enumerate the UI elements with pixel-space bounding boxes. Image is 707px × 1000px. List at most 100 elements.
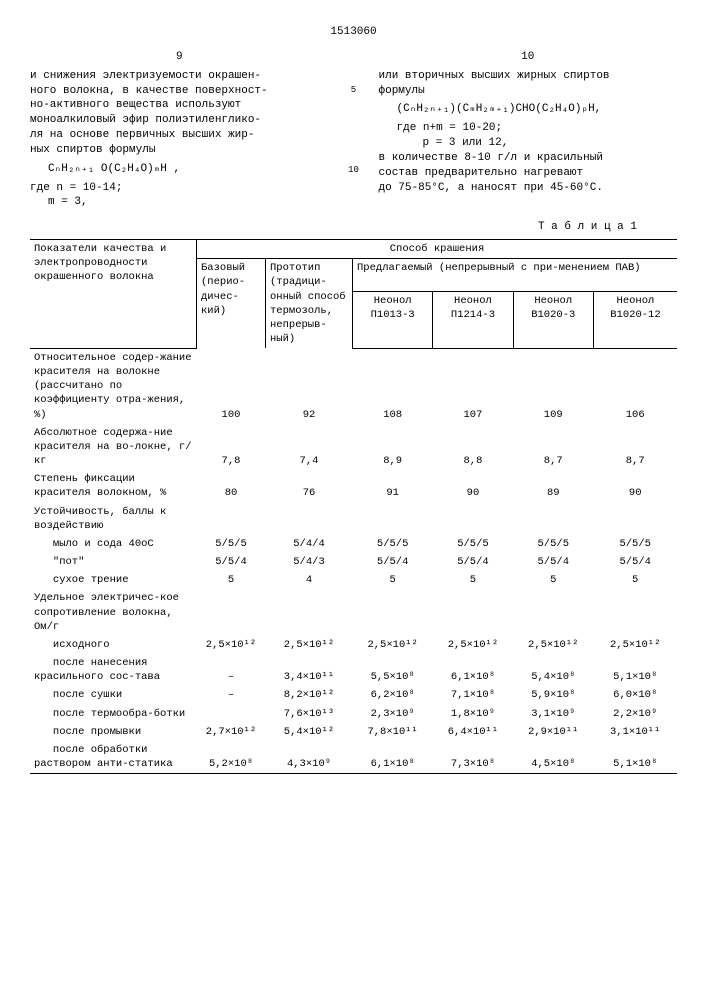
value-cell: 7,3×10⁸ bbox=[433, 741, 513, 774]
value-cell: 8,8 bbox=[433, 424, 513, 471]
value-cell: 5/5/4 bbox=[513, 553, 593, 571]
left-col-number: 9 bbox=[30, 50, 329, 65]
value-cell: 5/5/4 bbox=[433, 553, 513, 571]
value-cell bbox=[197, 503, 266, 535]
value-cell: 106 bbox=[593, 348, 677, 423]
value-cell: 5 bbox=[197, 571, 266, 589]
value-cell: 4,3×10⁹ bbox=[266, 741, 353, 774]
line-marker-10: 10 bbox=[348, 164, 359, 176]
header-proto: Прототип (традици-онный способ термозоль… bbox=[266, 259, 353, 349]
header-method: Способ крашения bbox=[197, 240, 678, 259]
text-line: состав предварительно нагревают bbox=[379, 166, 678, 181]
value-cell: 5 bbox=[433, 571, 513, 589]
value-cell: 2,5×10¹² bbox=[266, 636, 353, 654]
document-number: 1513060 bbox=[30, 25, 677, 40]
value-cell: 91 bbox=[353, 470, 433, 502]
value-cell: 6,1×10⁸ bbox=[353, 741, 433, 774]
value-cell: 5/5/5 bbox=[433, 535, 513, 553]
value-cell bbox=[513, 589, 593, 636]
value-cell: 5/5/5 bbox=[353, 535, 433, 553]
param-cell: мыло и сода 40оС bbox=[30, 535, 197, 553]
header-neonol-3: Неонол В1020-3 bbox=[513, 291, 593, 348]
text-line: до 75-85°C, а наносят при 45-60°C. bbox=[379, 181, 678, 196]
value-cell: 3,1×10⁹ bbox=[513, 705, 593, 723]
value-cell: 7,4 bbox=[266, 424, 353, 471]
value-cell: 80 bbox=[197, 470, 266, 502]
value-cell: 108 bbox=[353, 348, 433, 423]
value-cell: 5/5/5 bbox=[513, 535, 593, 553]
value-cell: 5,4×10¹² bbox=[266, 723, 353, 741]
param-cell: Удельное электричес-кое сопротивление во… bbox=[30, 589, 197, 636]
param-cell: сухое трение bbox=[30, 571, 197, 589]
value-cell: 5 bbox=[593, 571, 677, 589]
value-cell: 6,0×10⁸ bbox=[593, 686, 677, 704]
value-cell: 2,2×10⁹ bbox=[593, 705, 677, 723]
value-cell: 2,5×10¹² bbox=[433, 636, 513, 654]
value-cell: 7,1×10⁸ bbox=[433, 686, 513, 704]
value-cell: 2,3×10⁹ bbox=[353, 705, 433, 723]
value-cell bbox=[266, 589, 353, 636]
value-cell bbox=[593, 503, 677, 535]
right-col-number: 10 bbox=[379, 50, 678, 65]
value-cell: 2,5×10¹² bbox=[353, 636, 433, 654]
value-cell: 3,4×10¹¹ bbox=[266, 654, 353, 686]
value-cell: 5/5/4 bbox=[197, 553, 266, 571]
value-cell bbox=[266, 503, 353, 535]
value-cell: 4 bbox=[266, 571, 353, 589]
value-cell: 5/5/5 bbox=[593, 535, 677, 553]
value-cell bbox=[353, 503, 433, 535]
param-cell: Абсолютное содержа-ние красителя на во-л… bbox=[30, 424, 197, 471]
where-line: где n = 10-14; bbox=[30, 181, 329, 196]
value-cell: 5,5×10⁸ bbox=[353, 654, 433, 686]
param-cell: после термообра-ботки bbox=[30, 705, 197, 723]
value-cell: 5 bbox=[513, 571, 593, 589]
value-cell: 8,9 bbox=[353, 424, 433, 471]
value-cell: 7,8 bbox=[197, 424, 266, 471]
value-cell: 2,5×10¹² bbox=[593, 636, 677, 654]
value-cell: 5,1×10⁸ bbox=[593, 741, 677, 774]
header-neonol-1: Неонол П1013-3 bbox=[353, 291, 433, 348]
text-line: ного волокна, в качестве поверхност- bbox=[30, 84, 329, 99]
text-line: ля на основе первичных высших жир- bbox=[30, 128, 329, 143]
line-markers: 5 10 bbox=[347, 50, 361, 210]
value-cell bbox=[197, 705, 266, 723]
param-cell: "пот" bbox=[30, 553, 197, 571]
value-cell bbox=[353, 589, 433, 636]
value-cell: 76 bbox=[266, 470, 353, 502]
value-cell: 2,5×10¹² bbox=[197, 636, 266, 654]
value-cell: 5,1×10⁸ bbox=[593, 654, 677, 686]
value-cell: – bbox=[197, 686, 266, 704]
value-cell bbox=[593, 589, 677, 636]
where-line: m = 3, bbox=[48, 195, 329, 210]
header-neonol-2: Неонол П1214-3 bbox=[433, 291, 513, 348]
text-line: ных спиртов формулы bbox=[30, 143, 329, 158]
value-cell: 2,5×10¹² bbox=[513, 636, 593, 654]
value-cell: 2,7×10¹² bbox=[197, 723, 266, 741]
left-column: 9 и снижения электризуемости окрашен- но… bbox=[30, 50, 329, 210]
value-cell: 8,7 bbox=[593, 424, 677, 471]
value-cell: 7,8×10¹¹ bbox=[353, 723, 433, 741]
value-cell: 5,9×10⁸ bbox=[513, 686, 593, 704]
value-cell: 7,6×10¹³ bbox=[266, 705, 353, 723]
where-line: p = 3 или 12, bbox=[423, 136, 678, 151]
text-line: и снижения электризуемости окрашен- bbox=[30, 69, 329, 84]
line-marker-5: 5 bbox=[351, 84, 356, 96]
header-base: Базовый (перио-дичес-кий) bbox=[197, 259, 266, 349]
param-cell: Устойчивость, баллы к воздействию bbox=[30, 503, 197, 535]
value-cell: 90 bbox=[593, 470, 677, 502]
header-proposed: Предлагаемый (непрерывный с при-менением… bbox=[353, 259, 678, 292]
header-neonol-4: Неонол В1020-12 bbox=[593, 291, 677, 348]
table-caption: Т а б л и ц а 1 bbox=[30, 220, 637, 235]
value-cell: 1,8×10⁹ bbox=[433, 705, 513, 723]
value-cell: 107 bbox=[433, 348, 513, 423]
value-cell: 6,1×10⁸ bbox=[433, 654, 513, 686]
value-cell: 109 bbox=[513, 348, 593, 423]
value-cell bbox=[433, 503, 513, 535]
formula-left: CₙH₂ₙ₊₁ O(C₂H₄O)ₘH , bbox=[48, 162, 329, 177]
value-cell: 8,2×10¹² bbox=[266, 686, 353, 704]
text-line: моноалкиловый эфир полиэтиленглико- bbox=[30, 113, 329, 128]
param-cell: исходного bbox=[30, 636, 197, 654]
data-table: Показатели качества и электропроводности… bbox=[30, 239, 677, 774]
value-cell: 90 bbox=[433, 470, 513, 502]
param-cell: после сушки bbox=[30, 686, 197, 704]
